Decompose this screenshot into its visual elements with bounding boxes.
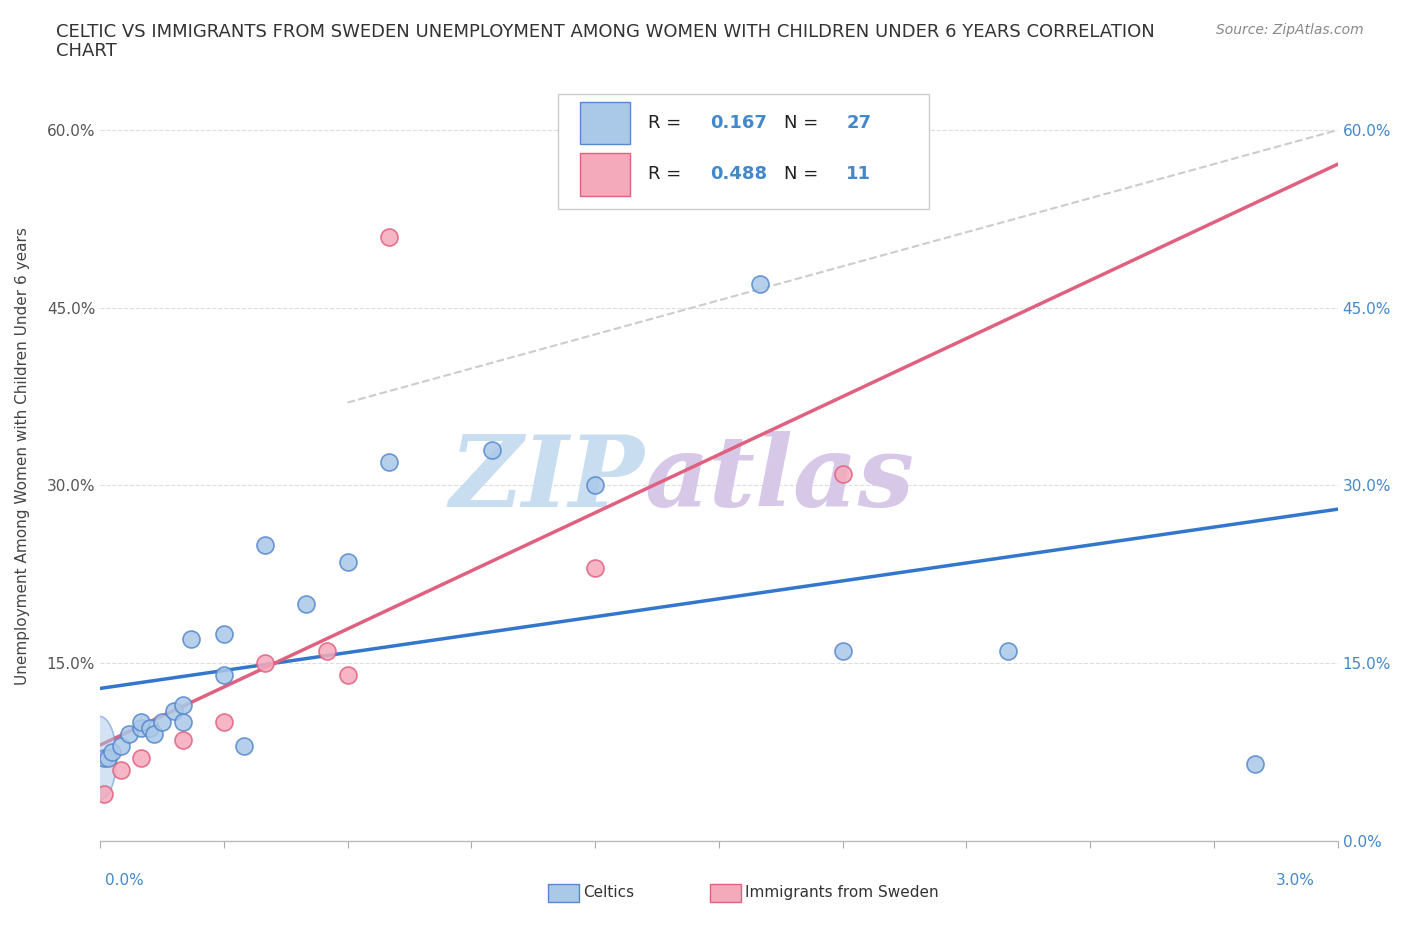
Point <box>97 751 120 765</box>
Point <box>93 751 115 765</box>
Point <box>212 626 235 641</box>
Point <box>118 727 141 742</box>
Point <box>129 721 152 736</box>
Point <box>172 698 194 712</box>
Point <box>378 229 401 244</box>
Text: 3.0%: 3.0% <box>1275 873 1315 888</box>
Point <box>93 786 115 801</box>
Text: ZIP: ZIP <box>450 431 644 527</box>
Point <box>101 745 124 760</box>
Point <box>212 715 235 730</box>
Text: 0.488: 0.488 <box>710 166 768 183</box>
Bar <box>581 101 630 144</box>
Text: R =: R = <box>648 166 688 183</box>
Point <box>378 455 401 470</box>
Text: Source: ZipAtlas.com: Source: ZipAtlas.com <box>1216 23 1364 37</box>
Text: Immigrants from Sweden: Immigrants from Sweden <box>745 885 939 900</box>
Y-axis label: Unemployment Among Women with Children Under 6 years: Unemployment Among Women with Children U… <box>15 227 30 684</box>
Point <box>163 703 186 718</box>
Point <box>1244 756 1267 771</box>
Point <box>295 596 318 611</box>
Point <box>172 733 194 748</box>
Point <box>172 715 194 730</box>
Ellipse shape <box>83 716 117 800</box>
Point <box>129 751 152 765</box>
Point <box>254 538 277 552</box>
Text: Celtics: Celtics <box>583 885 634 900</box>
Text: CELTIC VS IMMIGRANTS FROM SWEDEN UNEMPLOYMENT AMONG WOMEN WITH CHILDREN UNDER 6 : CELTIC VS IMMIGRANTS FROM SWEDEN UNEMPLO… <box>56 23 1154 41</box>
Point <box>831 466 853 481</box>
Point <box>316 644 339 658</box>
Point <box>138 721 160 736</box>
Point <box>212 668 235 683</box>
Point <box>481 443 503 458</box>
Text: 0.167: 0.167 <box>710 113 768 132</box>
Point <box>831 644 853 658</box>
Text: 27: 27 <box>846 113 872 132</box>
Point <box>583 478 606 493</box>
Point <box>110 738 132 753</box>
Point <box>583 561 606 576</box>
Text: CHART: CHART <box>56 42 117 60</box>
Bar <box>581 153 630 195</box>
Point <box>110 763 132 777</box>
Point <box>233 738 256 753</box>
Text: atlas: atlas <box>644 431 914 527</box>
Text: 11: 11 <box>846 166 872 183</box>
Point <box>336 668 359 683</box>
Point <box>749 276 772 291</box>
Point <box>336 555 359 570</box>
Text: N =: N = <box>785 113 824 132</box>
Point <box>129 715 152 730</box>
Text: N =: N = <box>785 166 824 183</box>
Point <box>150 715 173 730</box>
Point <box>180 632 202 647</box>
Point <box>142 727 165 742</box>
Bar <box>558 94 929 209</box>
Point <box>254 656 277 671</box>
Point <box>997 644 1019 658</box>
Text: R =: R = <box>648 113 688 132</box>
Text: 0.0%: 0.0% <box>105 873 145 888</box>
